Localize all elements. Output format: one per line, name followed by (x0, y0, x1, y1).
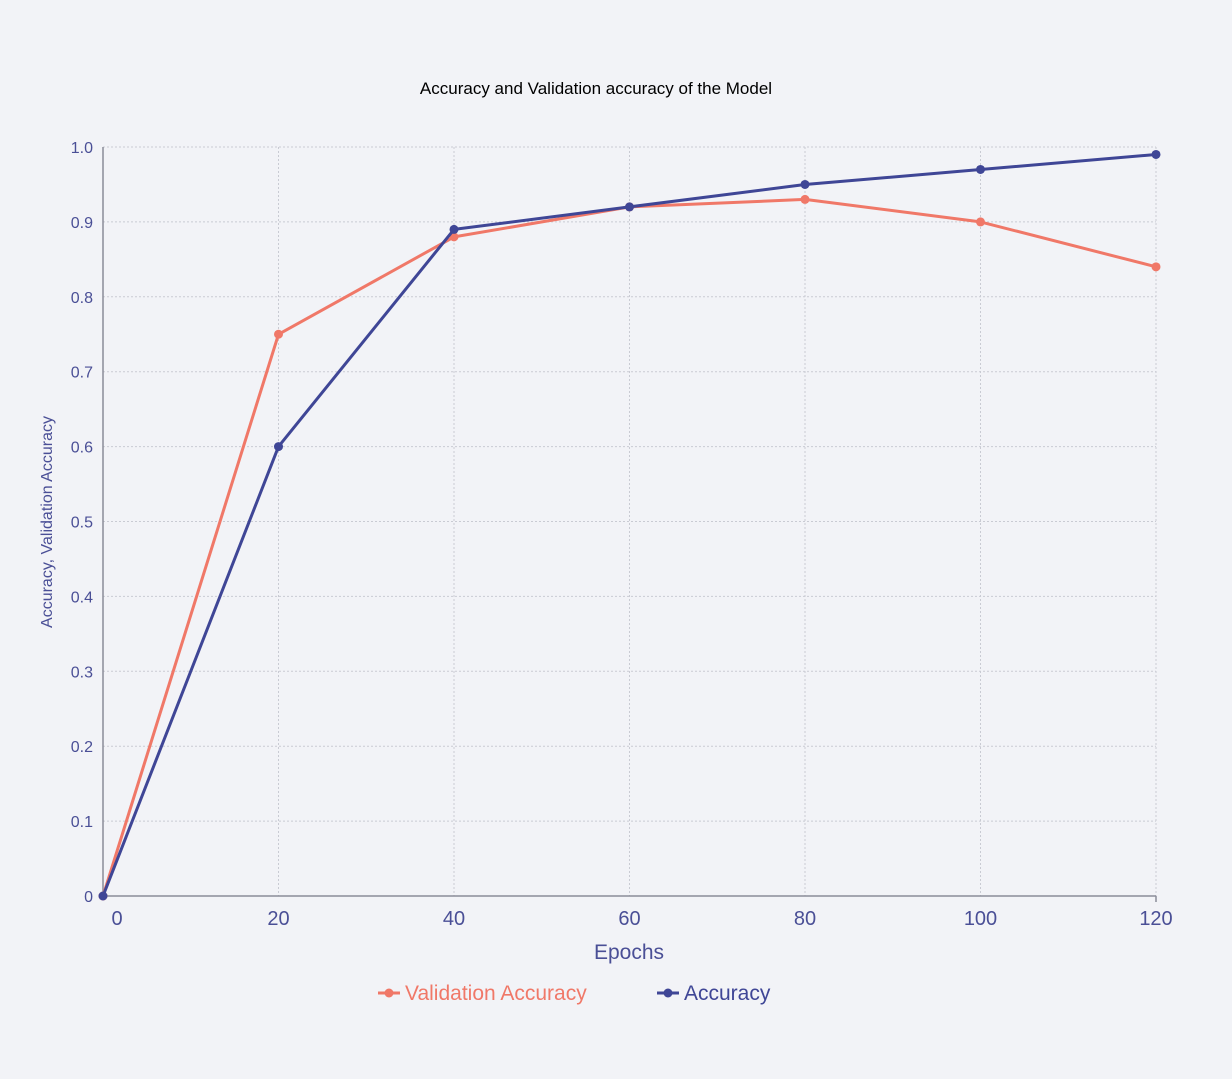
legend-label: Accuracy (684, 982, 771, 1005)
legend[interactable]: Validation Accuracy Accuracy (378, 982, 771, 1005)
legend-item[interactable]: Validation Accuracy (378, 982, 587, 1005)
y-tick-label: 0.3 (71, 664, 93, 681)
x-tick-label: 80 (794, 908, 816, 930)
x-axis-label: Epochs (594, 941, 664, 964)
chart-title: Accuracy and Validation accuracy of the … (420, 79, 772, 98)
data-point[interactable] (98, 891, 108, 901)
y-tick-label: 0.1 (71, 814, 93, 831)
data-point[interactable] (800, 194, 810, 204)
legend-swatch-marker (384, 988, 394, 998)
data-point[interactable] (976, 164, 985, 174)
y-tick-label: 0.5 (71, 515, 93, 532)
grid (103, 146, 1157, 896)
data-point[interactable] (800, 179, 810, 189)
x-tick-label: 40 (443, 908, 465, 930)
y-tick-label: 0 (84, 889, 93, 906)
legend-swatch-marker (663, 988, 673, 998)
x-axis-ticks: 0 20 40 60 80 100 120 (111, 908, 1172, 930)
x-tick-label: 100 (964, 908, 997, 930)
x-tick-label: 120 (1139, 908, 1172, 930)
y-tick-label: 0.2 (71, 739, 93, 756)
series (98, 149, 1161, 901)
legend-label: Validation Accuracy (405, 982, 587, 1005)
series-accuracy (98, 149, 1161, 901)
x-tick-label: 0 (111, 908, 122, 930)
axes (102, 147, 1157, 902)
data-point[interactable] (1151, 262, 1161, 272)
data-point[interactable] (274, 442, 283, 452)
y-axis-label: Accuracy, Validation Accuracy (39, 416, 56, 628)
x-tick-label: 20 (267, 908, 289, 930)
y-tick-label: 0.6 (71, 440, 93, 457)
data-point[interactable] (625, 202, 634, 212)
legend-item[interactable]: Accuracy (657, 982, 771, 1005)
y-axis-ticks: 0 0.1 0.2 0.3 0.4 0.5 0.6 0.7 0.8 0.9 1.0 (71, 140, 93, 906)
y-tick-label: 1.0 (71, 140, 93, 157)
data-point[interactable] (976, 217, 985, 227)
data-point[interactable] (449, 224, 459, 234)
y-tick-label: 0.9 (71, 215, 93, 232)
y-tick-label: 0.7 (71, 365, 93, 382)
y-tick-label: 0.4 (71, 589, 93, 606)
y-tick-label: 0.8 (71, 290, 93, 307)
data-point[interactable] (449, 232, 459, 242)
data-point[interactable] (1151, 149, 1161, 159)
data-point[interactable] (274, 329, 283, 339)
x-tick-label: 60 (618, 908, 640, 930)
